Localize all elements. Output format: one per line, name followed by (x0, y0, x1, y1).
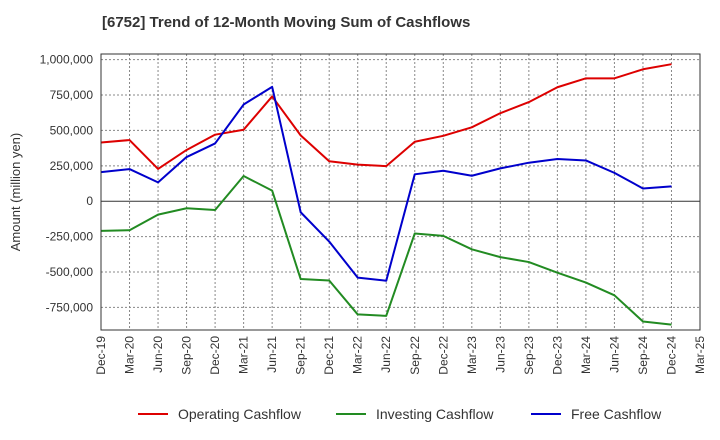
y-tick-label: 0 (86, 194, 93, 208)
y-tick-label: 750,000 (50, 88, 94, 102)
y-tick-labels: 1,000,000 750,000 500,000 250,000 0 -250,000 -… (40, 53, 94, 315)
y-tick-label: 1,000,000 (40, 53, 94, 67)
y-axis-title: Amount (million yen) (8, 133, 23, 252)
x-tick-label: Jun-24 (607, 336, 621, 373)
x-tick-label: Mar-20 (123, 336, 137, 374)
x-tick-label: Sep-21 (294, 336, 308, 375)
y-tick-label: 500,000 (50, 123, 94, 137)
x-tick-label: Sep-20 (180, 336, 194, 375)
x-tick-label: Sep-24 (636, 336, 650, 375)
legend-label: Investing Cashflow (376, 406, 494, 422)
x-tick-label: Dec-20 (208, 336, 222, 375)
x-tick-label: Sep-22 (408, 336, 422, 375)
x-tick-label: Sep-23 (522, 336, 536, 375)
legend: Operating Cashflow Investing Cashflow Free… (138, 406, 662, 422)
x-tick-label: Mar-25 (693, 336, 707, 374)
chart-title: [6752] Trend of 12-Month Moving Sum of C… (102, 14, 471, 31)
x-tick-label: Dec-22 (436, 336, 450, 375)
y-tick-label: -250,000 (46, 230, 94, 244)
y-tick-label: -500,000 (46, 265, 94, 279)
y-tick-label: 250,000 (50, 159, 94, 173)
x-tick-label: Jun-22 (379, 336, 393, 373)
series-line-free-cashflow (100, 85, 672, 282)
x-tick-label: Mar-22 (351, 336, 365, 374)
x-tick-label: Mar-23 (465, 336, 479, 374)
legend-label: Operating Cashflow (178, 406, 302, 422)
series-layer (100, 63, 672, 326)
x-tick-label: Dec-19 (94, 336, 108, 375)
x-tick-label: Mar-24 (579, 336, 593, 374)
series-line-operating-cashflow (100, 63, 672, 170)
x-tick-label: Jun-23 (493, 336, 507, 373)
series-line-investing-cashflow (100, 175, 672, 326)
x-tick-label: Jun-20 (151, 336, 165, 373)
legend-label: Free Cashflow (571, 406, 662, 422)
x-tick-label: Jun-21 (265, 336, 279, 373)
x-tick-label: Dec-21 (322, 336, 336, 375)
x-tick-label: Dec-24 (664, 336, 678, 375)
x-tick-labels: Dec-19 Mar-20 Jun-20 Sep-20 Dec-20 Mar-21 Jun-… (94, 336, 707, 375)
y-tick-label: -750,000 (46, 300, 94, 314)
plot-area-frame (100, 53, 701, 331)
x-tick-label: Mar-21 (237, 336, 251, 374)
grid-layer (100, 54, 701, 330)
x-tick-label: Dec-23 (550, 336, 564, 375)
